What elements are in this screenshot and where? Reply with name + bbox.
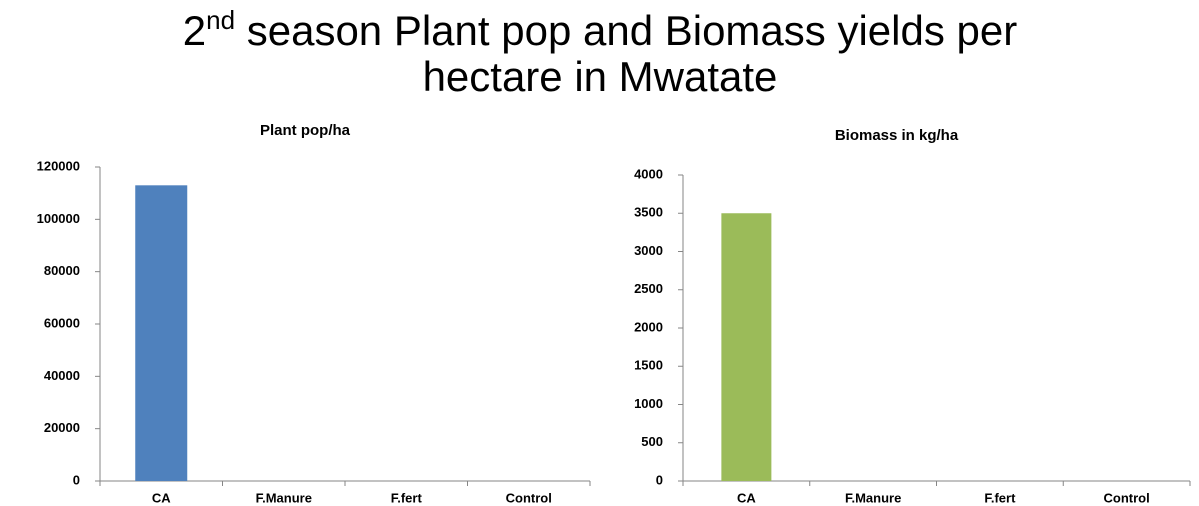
x-tick-label: CA xyxy=(737,490,756,505)
chart-title: Biomass in kg/ha xyxy=(835,127,959,144)
y-tick-label: 0 xyxy=(73,472,80,487)
x-tick-label: Control xyxy=(506,490,552,505)
y-tick-label: 80000 xyxy=(44,263,80,278)
title-text: season Plant pop and Biomass yields per … xyxy=(235,7,1018,100)
bar xyxy=(721,213,772,481)
y-tick-label: 3000 xyxy=(634,243,663,258)
y-tick-label: 0 xyxy=(656,472,663,487)
x-tick-label: F.Manure xyxy=(845,490,901,505)
main-title: 2nd season Plant pop and Biomass yields … xyxy=(150,5,1050,100)
y-tick-label: 2500 xyxy=(634,281,663,296)
y-tick-label: 500 xyxy=(641,434,663,449)
y-tick-label: 3500 xyxy=(634,205,663,220)
title-number: 2 xyxy=(182,7,207,54)
y-tick-label: 120000 xyxy=(37,158,80,173)
y-tick-label: 100000 xyxy=(37,211,80,226)
y-tick-label: 2000 xyxy=(634,319,663,334)
bar xyxy=(135,185,188,482)
x-tick-label: F.fert xyxy=(984,490,1016,505)
x-tick-label: CA xyxy=(152,490,171,505)
x-tick-label: Control xyxy=(1104,490,1150,505)
y-tick-label: 20000 xyxy=(44,420,80,435)
x-tick-label: F.fert xyxy=(391,490,423,505)
x-tick-label: F.Manure xyxy=(256,490,312,505)
y-tick-label: 60000 xyxy=(44,315,80,330)
chart-title: Plant pop/ha xyxy=(260,122,351,139)
y-tick-label: 4000 xyxy=(634,166,663,181)
y-tick-label: 1500 xyxy=(634,358,663,373)
title-superscript: nd xyxy=(206,5,236,35)
y-tick-label: 1000 xyxy=(634,396,663,411)
y-tick-label: 40000 xyxy=(44,368,80,383)
